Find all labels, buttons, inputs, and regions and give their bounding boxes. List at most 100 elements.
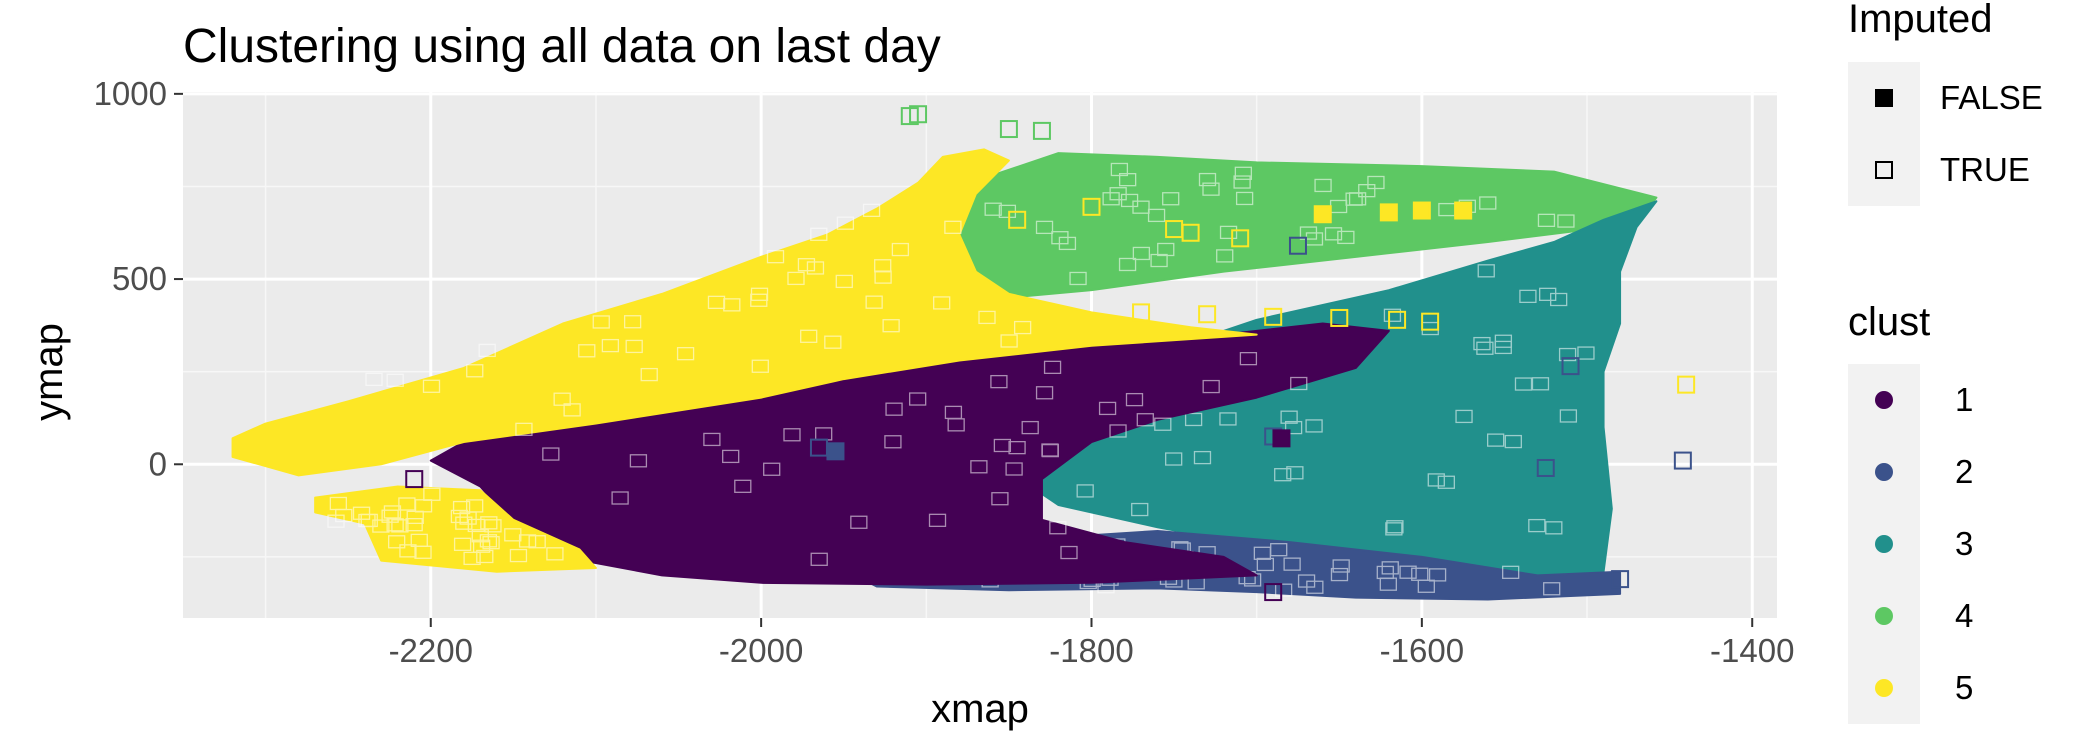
imputed-marker	[1557, 214, 1575, 228]
legend-imputed-key	[1848, 134, 1920, 206]
imputed-marker	[1076, 484, 1094, 498]
imputed-marker	[891, 242, 910, 257]
imputed-marker	[386, 518, 404, 532]
imputed-marker	[1314, 178, 1332, 193]
legend-clust-swatch	[1875, 391, 1893, 409]
imputed-marker	[1008, 440, 1026, 455]
imputed-marker	[797, 258, 816, 272]
imputed-marker	[1381, 561, 1399, 575]
imputed-marker	[1494, 340, 1512, 355]
imputed-marker	[783, 428, 801, 442]
imputed-marker	[1049, 521, 1067, 535]
legend-clust-title: clust	[1848, 300, 1930, 344]
imputed-marker	[836, 216, 855, 230]
data-point	[1181, 223, 1200, 242]
imputed-marker	[509, 548, 528, 563]
imputed-marker	[1162, 192, 1180, 206]
imputed-marker	[1132, 246, 1151, 261]
imputed-marker	[1337, 230, 1355, 245]
imputed-marker	[787, 271, 805, 286]
imputed-marker	[1531, 377, 1550, 391]
imputed-marker	[466, 364, 484, 378]
imputed-marker	[478, 343, 496, 358]
legend-clust-swatch	[1875, 535, 1893, 553]
imputed-marker	[1577, 346, 1595, 360]
imputed-marker	[1021, 420, 1039, 435]
legend-clust-label: 1	[1955, 381, 1973, 418]
imputed-marker	[1477, 264, 1495, 278]
data-point	[1264, 307, 1283, 326]
imputed-marker	[1043, 360, 1062, 374]
data-point	[1412, 201, 1431, 220]
imputed-marker	[882, 319, 900, 333]
imputed-marker	[1476, 341, 1494, 355]
imputed-marker	[1399, 565, 1417, 579]
data-point	[1198, 305, 1217, 324]
imputed-marker	[862, 203, 881, 217]
imputed-marker	[1274, 583, 1293, 597]
imputed-marker	[1428, 568, 1447, 582]
imputed-marker	[676, 347, 695, 361]
imputed-marker	[1154, 417, 1172, 431]
data-point	[1008, 210, 1027, 229]
imputed-marker	[1234, 166, 1253, 180]
imputed-marker	[850, 515, 868, 529]
data-point	[1673, 451, 1692, 470]
imputed-marker	[450, 509, 469, 524]
imputed-marker	[388, 535, 406, 549]
cluster-5-imputed-texture	[327, 487, 564, 566]
imputed-marker	[383, 505, 402, 519]
imputed-marker	[978, 310, 996, 325]
imputed-marker	[391, 519, 409, 533]
imputed-marker	[1125, 392, 1144, 407]
imputed-marker	[884, 435, 902, 449]
legend-clust-label: 4	[1955, 597, 1973, 634]
imputed-marker	[372, 519, 390, 533]
imputed-marker	[800, 329, 818, 343]
imputed-marker	[405, 517, 423, 532]
imputed-marker	[1280, 410, 1298, 424]
imputed-marker	[909, 392, 927, 406]
imputed-marker	[563, 403, 581, 417]
imputed-marker	[1543, 582, 1561, 596]
imputed-marker	[1437, 475, 1455, 489]
imputed-marker	[365, 372, 383, 387]
imputed-marker	[1202, 182, 1220, 196]
imputed-marker	[1367, 175, 1385, 190]
data-point	[1561, 357, 1580, 376]
imputed-marker	[928, 513, 947, 527]
imputed-marker	[990, 374, 1008, 389]
imputed-marker	[1198, 172, 1217, 187]
imputed-marker	[703, 432, 721, 447]
data-point	[1132, 303, 1151, 322]
imputed-marker	[1348, 192, 1367, 206]
x-tick-label: -1600	[1380, 632, 1464, 669]
imputed-marker	[766, 250, 785, 264]
imputed-marker	[518, 534, 537, 548]
imputed-marker	[1286, 466, 1304, 480]
imputed-marker	[1219, 225, 1238, 240]
imputed-marker	[592, 315, 610, 329]
imputed-marker	[329, 496, 347, 511]
imputed-marker	[1332, 559, 1350, 573]
imputed-marker	[1069, 271, 1087, 286]
imputed-marker	[810, 552, 828, 566]
imputed-marker	[1385, 522, 1403, 536]
imputed-marker	[1233, 175, 1251, 189]
imputed-marker	[1514, 377, 1533, 391]
imputed-marker	[1417, 579, 1435, 593]
imputed-marker	[1235, 191, 1254, 206]
y-axis-title: ymap	[27, 323, 71, 421]
imputed-marker	[1528, 518, 1546, 533]
imputed-marker	[1486, 433, 1505, 447]
imputed-marker	[1184, 412, 1203, 427]
imputed-marker	[640, 367, 658, 382]
imputed-marker	[482, 536, 500, 550]
imputed-marker	[874, 270, 892, 284]
imputed-marker	[1118, 257, 1137, 272]
imputed-marker	[1502, 565, 1520, 579]
imputed-marker	[1545, 521, 1563, 535]
imputed-marker	[455, 516, 473, 530]
imputed-marker	[553, 392, 571, 406]
